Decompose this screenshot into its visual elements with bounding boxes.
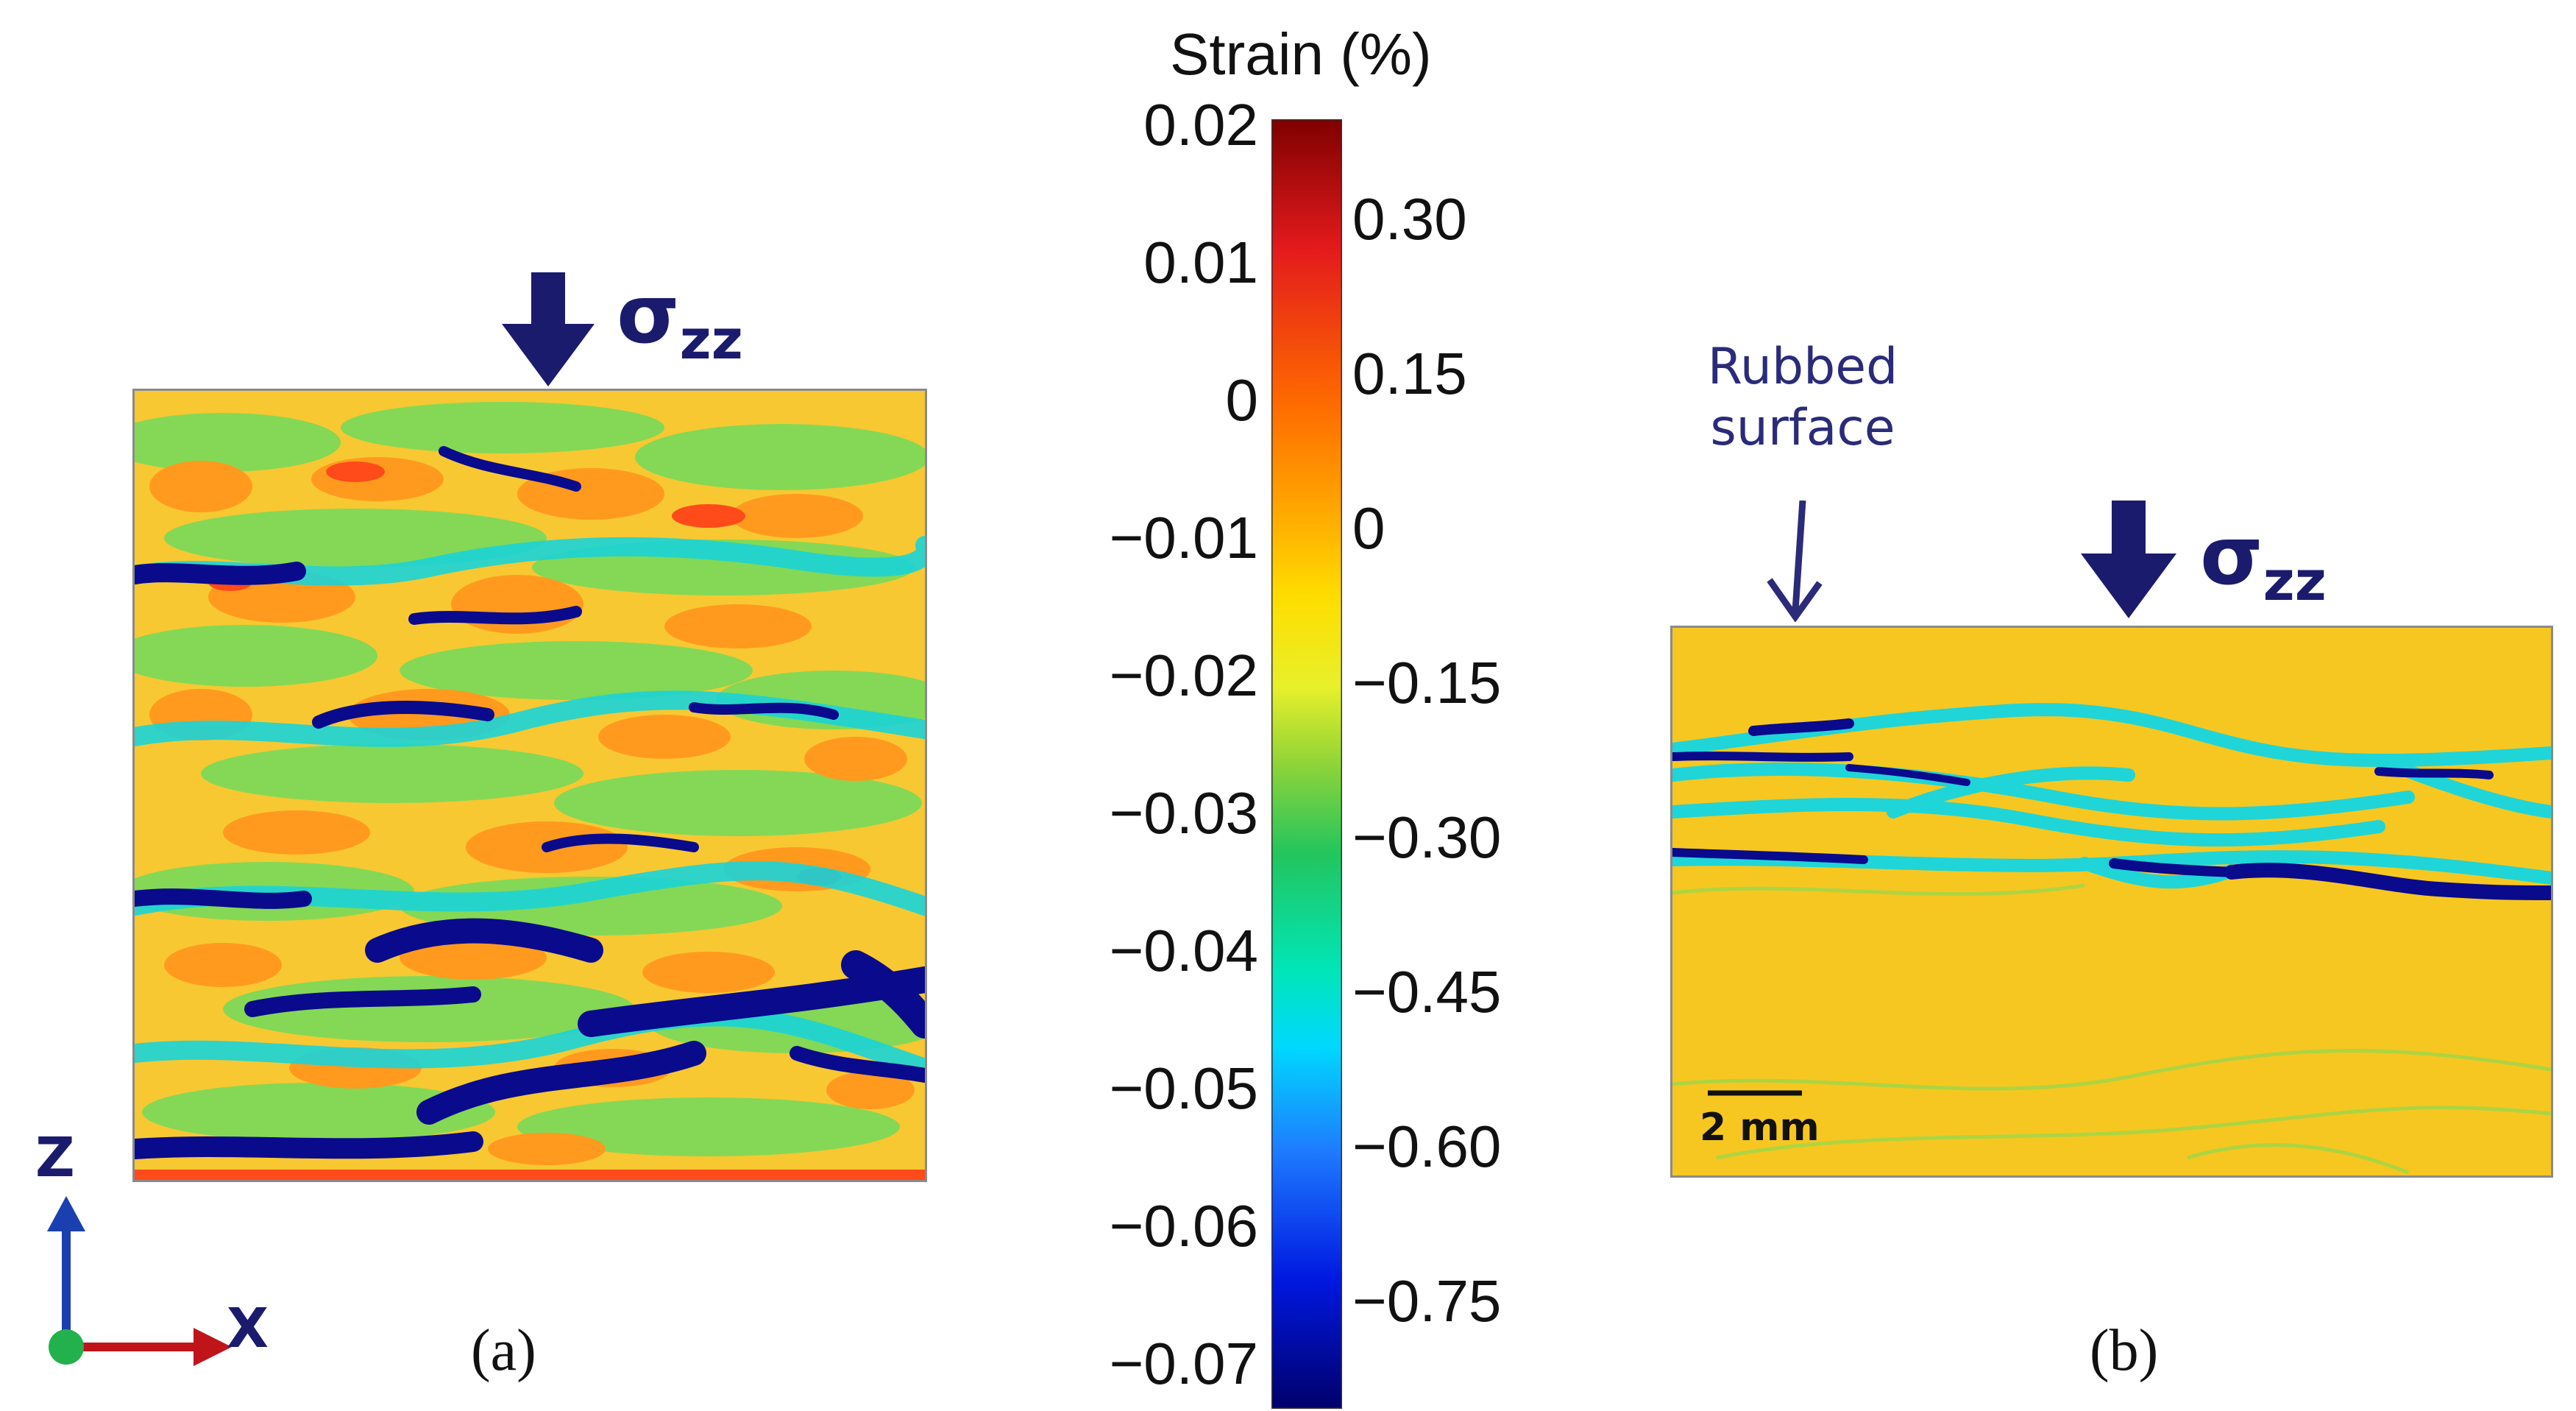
- rubbed-arrow-icon: [1767, 501, 1823, 622]
- stress-label-b: σzz: [2200, 515, 2327, 609]
- colorbar-left-tick: −0.07: [1109, 1331, 1258, 1396]
- panel-b: Rubbed surface σzz: [1619, 0, 2576, 1411]
- colorbar-left-tick: 0.02: [1143, 92, 1258, 158]
- colorbar-right-tick: −0.15: [1352, 650, 1502, 715]
- axis-x-arrow-icon: [55, 1328, 232, 1366]
- stress-subscript-b: zz: [2263, 550, 2327, 613]
- colorbar-right-tick: −0.60: [1352, 1114, 1502, 1179]
- scale-bar-label: 2 mm: [1700, 1106, 1820, 1150]
- colorbar-right-tick: 0.30: [1352, 186, 1467, 252]
- colorbar-left-tick: −0.03: [1109, 780, 1258, 846]
- colorbar-left-tick: −0.05: [1109, 1055, 1258, 1121]
- colorbar-left-tick: −0.04: [1109, 918, 1258, 983]
- stress-subscript-a: zz: [679, 308, 743, 372]
- axis-origin-icon: [49, 1329, 84, 1365]
- axis-z-label: Z: [35, 1126, 75, 1189]
- colorbar-left-tick: −0.02: [1109, 643, 1258, 708]
- colorbar-left-tick: 0: [1225, 367, 1259, 433]
- colorbar-right-tick: −0.30: [1352, 804, 1502, 870]
- stress-sigma-b: σ: [2200, 509, 2263, 603]
- rubbed-surface-label: Rubbed surface: [1619, 337, 1987, 459]
- colorbar-right-tick: −0.75: [1352, 1268, 1502, 1334]
- colorbar: Strain (%) 0.02 0.01 0 −0.01 −0.02 −0.03 −0.04…: [1030, 0, 1619, 1411]
- colorbar-right-tick: 0.15: [1352, 341, 1467, 406]
- panel-label-a: (a): [471, 1318, 536, 1383]
- strain-map-b: [1670, 626, 2553, 1178]
- colorbar-gradient: [1271, 119, 1342, 1409]
- colorbar-left-tick: −0.01: [1109, 505, 1258, 570]
- colorbar-title: Strain (%): [1170, 21, 1432, 87]
- stress-sigma-a: σ: [617, 267, 680, 361]
- stress-label-a: σzz: [617, 274, 743, 367]
- rubbed-line-2: surface: [1710, 398, 1895, 457]
- stress-arrow-icon-b: [2081, 501, 2176, 618]
- colorbar-left-tick: 0.01: [1143, 230, 1258, 295]
- panel-label-b: (b): [2090, 1318, 2159, 1383]
- colorbar-left-tick: −0.06: [1109, 1193, 1258, 1259]
- colorbar-right-tick: 0: [1352, 495, 1385, 561]
- strain-map-a: [132, 389, 927, 1182]
- panel-a: σzz: [0, 0, 1030, 1411]
- colorbar-right-tick: −0.45: [1352, 959, 1502, 1025]
- axis-x-label: X: [227, 1297, 269, 1360]
- axis-z-arrow-icon: [47, 1196, 85, 1358]
- rubbed-line-1: Rubbed: [1707, 338, 1898, 396]
- stress-arrow-icon-a: [502, 272, 595, 386]
- axis-triad: Z X: [22, 1126, 269, 1369]
